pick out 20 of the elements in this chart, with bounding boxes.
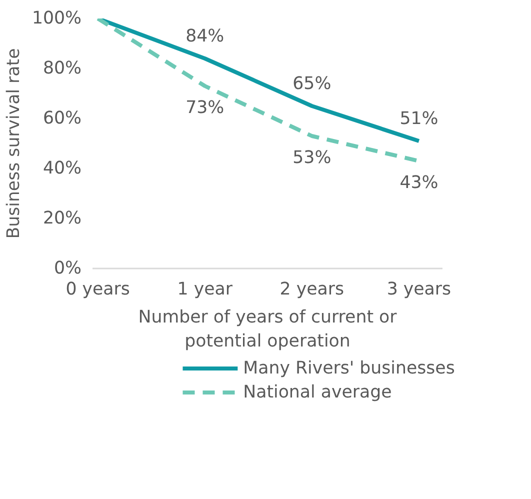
x-tick-label: 2 years xyxy=(280,280,344,300)
y-tick-label: 80% xyxy=(42,58,82,78)
y-tick-label: 60% xyxy=(42,108,82,128)
data-label: 43% xyxy=(400,173,438,193)
data-label: 73% xyxy=(186,98,224,118)
y-tick-label: 100% xyxy=(32,8,82,28)
data-label: 53% xyxy=(292,148,332,168)
data-label: 65% xyxy=(292,74,332,94)
y-tick-label: 20% xyxy=(42,208,82,228)
x-axis-title: Number of years of current or potential operation xyxy=(138,308,398,352)
legend-label: Many Rivers' businesses xyxy=(243,358,455,378)
y-tick-label: 0% xyxy=(54,258,82,278)
data-label: 51% xyxy=(400,109,438,129)
y-axis-title: Business survival rate xyxy=(4,48,24,239)
y-tick-label: 40% xyxy=(42,158,82,178)
x-tick-label: 1 year xyxy=(177,280,234,300)
legend-label: National average xyxy=(243,382,392,402)
x-tick-label: 0 years xyxy=(66,280,130,300)
data-label: 84% xyxy=(186,26,224,46)
x-tick-label: 3 years xyxy=(386,280,452,300)
